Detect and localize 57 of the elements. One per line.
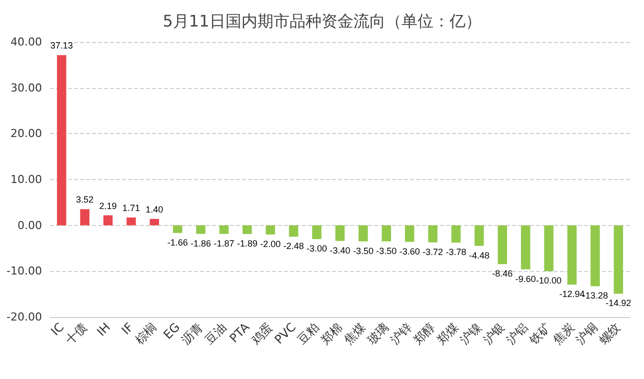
data-label: 3.52 (76, 194, 94, 205)
y-tick-label: 0.00 (18, 218, 42, 232)
bar (242, 225, 252, 234)
data-label: -1.87 (214, 238, 234, 248)
y-tick-label: 20.00 (10, 127, 42, 140)
y-tick-label: -20.00 (6, 310, 42, 324)
bar (219, 225, 229, 234)
data-label: -3.00 (306, 244, 328, 254)
data-label: -2.00 (260, 239, 281, 249)
data-label: -2.48 (283, 241, 304, 252)
bar (288, 225, 298, 237)
data-label: -9.60 (515, 274, 536, 284)
bar (150, 218, 160, 226)
data-label: -1.86 (190, 238, 212, 248)
data-label: -14.92 (606, 298, 632, 308)
bar (404, 225, 414, 242)
data-label: -1.66 (167, 237, 188, 248)
data-label: -8.46 (492, 268, 513, 279)
bar (567, 225, 577, 285)
bar (358, 225, 368, 242)
data-label: 37.13 (50, 40, 73, 51)
bar (451, 225, 461, 243)
bar (520, 225, 530, 270)
bar (335, 225, 345, 241)
data-label: -3.50 (376, 246, 397, 256)
bar (196, 225, 206, 234)
bar (56, 55, 66, 226)
data-label: -3.72 (422, 246, 444, 257)
bar (266, 225, 276, 234)
data-label: 1.40 (146, 204, 164, 214)
bar (590, 225, 600, 286)
data-label: -10.00 (536, 276, 562, 286)
bar (126, 217, 136, 226)
data-label: -3.40 (330, 245, 350, 256)
data-label: -1.89 (236, 238, 258, 248)
bar (172, 225, 182, 233)
y-tick-label: 30.00 (10, 81, 42, 94)
data-label: 2.19 (99, 200, 117, 211)
bar (428, 225, 438, 242)
y-tick-label: 10.00 (10, 173, 42, 186)
data-label: -3.60 (399, 246, 420, 256)
data-label: -4.48 (468, 250, 490, 260)
bar (80, 209, 90, 226)
bar (474, 225, 484, 246)
bar (382, 225, 392, 242)
bar (498, 225, 508, 264)
bar (544, 225, 554, 272)
bar (103, 215, 113, 226)
chart-title: 5月11日国内期市品种资金流向（单位：亿） (162, 12, 482, 30)
y-tick-label: 40.00 (10, 36, 42, 48)
bar (312, 225, 322, 240)
data-label: -3.50 (352, 246, 374, 256)
x-tick-label: IH (94, 320, 113, 339)
data-label: 1.71 (122, 202, 140, 213)
y-tick-label: -10.00 (6, 264, 42, 278)
bar (614, 225, 624, 294)
data-label: -3.78 (446, 247, 466, 258)
